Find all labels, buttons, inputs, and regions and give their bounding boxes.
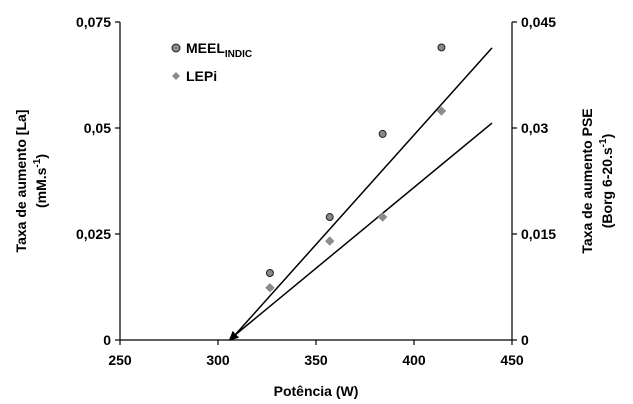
point <box>325 213 334 222</box>
y-tick-label: 0 <box>103 332 111 348</box>
y-tick-label: 0,025 <box>76 226 111 242</box>
y2-tick-label: 0 <box>521 332 529 348</box>
y2-axis-label: Taxa de aumento PSE (Borg 6-20.s-1) <box>579 108 615 253</box>
y-tick-label: 0,05 <box>84 120 111 136</box>
legend-name: LEPi <box>186 68 217 84</box>
legend-subscript: INDIC <box>225 49 252 60</box>
legend-marker <box>171 43 181 53</box>
y-axis-label: Taxa de aumento [La] (mM.s-1) <box>13 110 49 253</box>
legend-label: LEPi <box>186 68 217 84</box>
point <box>378 129 387 138</box>
x-axis-label: Potência (W) <box>274 383 359 399</box>
legend-label: MEELINDIC <box>186 40 252 60</box>
x-tick-label: 350 <box>304 352 328 368</box>
legend-name: MEEL <box>186 40 225 56</box>
point <box>325 236 335 246</box>
y2-tick-label: 0,03 <box>521 120 548 136</box>
x-tick-label: 400 <box>402 352 426 368</box>
y-axis-title: Taxa de aumento [La] <box>13 110 29 253</box>
y2-tick-label: 0,045 <box>521 14 556 30</box>
legend-marker <box>172 72 180 80</box>
y2-axis-title: Taxa de aumento PSE <box>579 108 595 253</box>
point <box>265 269 274 278</box>
point <box>437 43 446 52</box>
trend-line <box>229 47 493 341</box>
x-tick-label: 250 <box>108 352 132 368</box>
y2-tick-label: 0,015 <box>521 226 556 242</box>
trend-line <box>228 122 493 341</box>
y-axis-unit: (mM.s-1) <box>32 154 49 208</box>
y-tick-label: 0,075 <box>76 14 111 30</box>
x-tick-label: 300 <box>206 352 230 368</box>
point <box>377 212 388 222</box>
x-tick-label: 450 <box>500 352 524 368</box>
point <box>265 282 275 293</box>
y2-axis-unit: (Borg 6-20.s-1) <box>598 134 615 229</box>
point <box>436 106 447 116</box>
